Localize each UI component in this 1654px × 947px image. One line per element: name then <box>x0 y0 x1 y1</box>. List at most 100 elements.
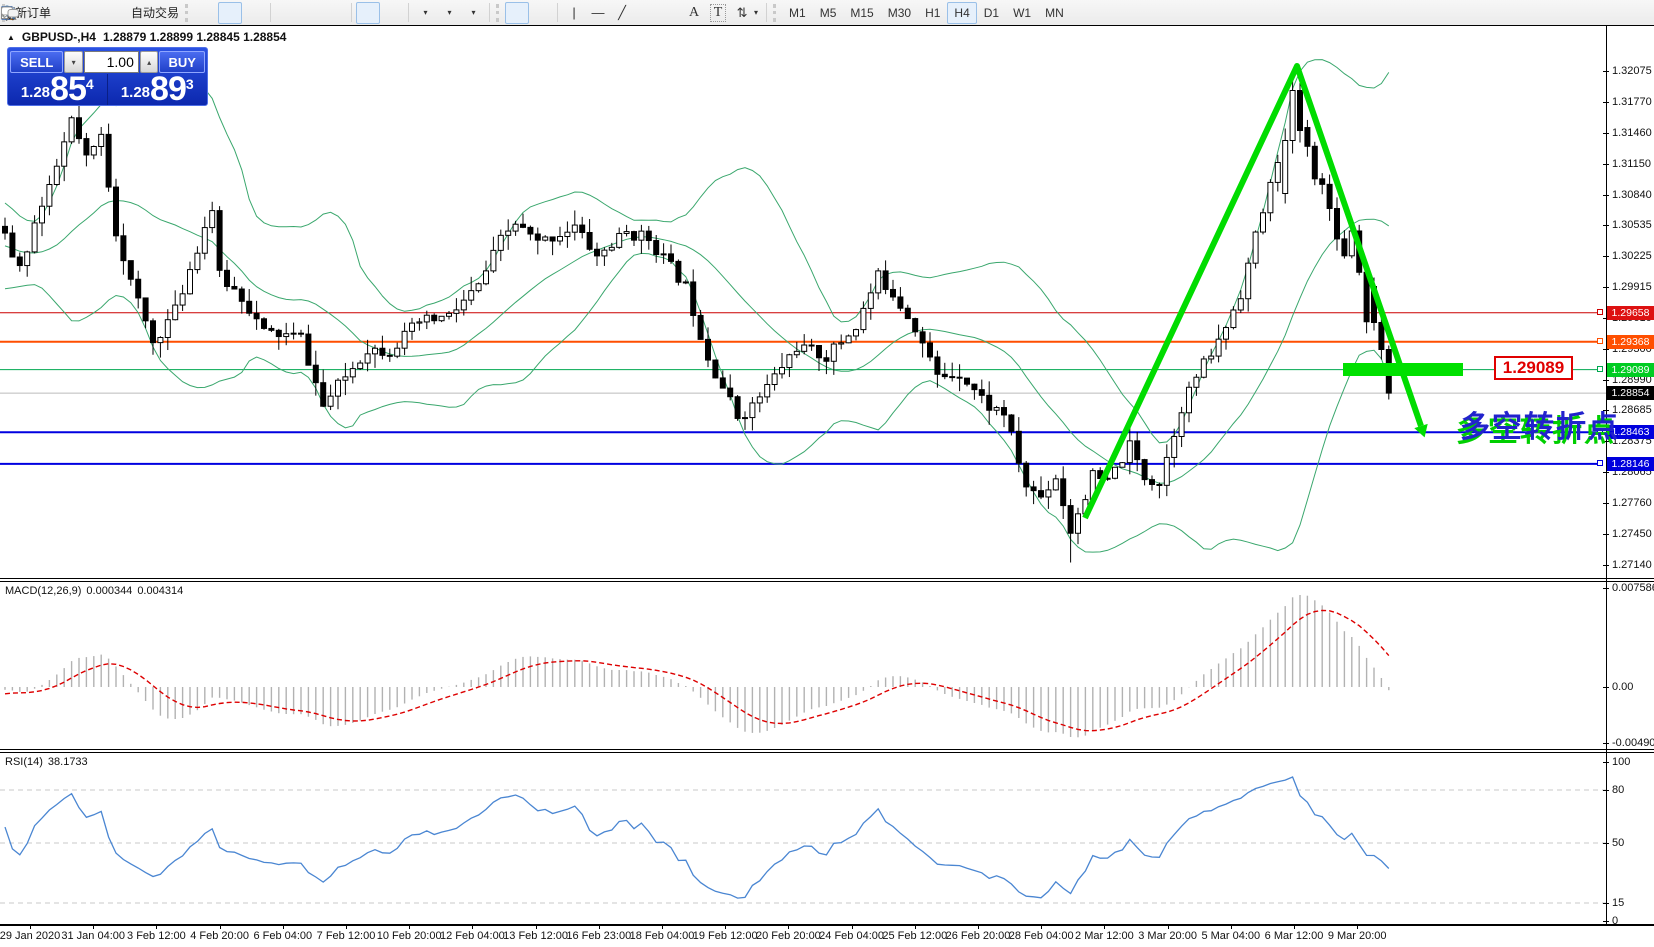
timeframe-D1[interactable]: D1 <box>983 5 1000 20</box>
candle-body <box>1052 478 1059 491</box>
crosshair-button[interactable] <box>1 2 553 24</box>
bollinger-middle-band[interactable] <box>4 199 1390 484</box>
zoom-out-button[interactable] <box>1 2 323 24</box>
price-tick-mark <box>1603 564 1609 566</box>
text-label-button[interactable]: T <box>706 2 730 24</box>
candle-body <box>949 376 956 379</box>
line-chart-button[interactable] <box>1 2 266 24</box>
auto-scroll-button[interactable] <box>2 1 381 24</box>
price-tick-label: 1.31460 <box>1612 126 1652 139</box>
macd-panel[interactable] <box>0 582 1606 748</box>
trend-arrow-head[interactable] <box>1414 423 1428 438</box>
price-tick-mark <box>1603 101 1609 103</box>
price-badge: 1.29089 <box>1607 362 1654 377</box>
zoom-in-button[interactable] <box>1 2 299 24</box>
candlestick-chart-button[interactable] <box>3 1 243 24</box>
timeframe-MN[interactable]: MN <box>1045 5 1064 20</box>
bollinger-upper-band[interactable] <box>4 59 1390 444</box>
macd-separator-bottom[interactable] <box>0 581 1654 582</box>
candle-body <box>416 321 423 324</box>
bar-chart-button[interactable] <box>3 2 218 24</box>
rsi-separator-top[interactable] <box>0 749 1654 750</box>
toolbar-grip[interactable] <box>185 3 190 22</box>
level-end-marker[interactable] <box>1597 337 1603 344</box>
time-axis[interactable]: 29 Jan 2020 31 Jan 04:00 3 Feb 12:00 4 Feb … <box>0 925 1654 947</box>
indicators-button[interactable]: ▾ <box>1 2 437 24</box>
cursor-button[interactable] <box>4 1 530 24</box>
timeframe-H1[interactable]: H1 <box>925 5 941 20</box>
time-axis-label: 3 Feb 12:00 <box>127 930 186 942</box>
chat-icon[interactable] <box>0 5 20 21</box>
main-chart-area[interactable] <box>0 26 1606 578</box>
symbol-period-label: GBPUSD-,H4 <box>21 30 96 44</box>
rsi-separator-bottom[interactable] <box>0 752 1654 753</box>
chart-window-button[interactable] <box>1 2 103 24</box>
candle-body <box>1163 456 1170 486</box>
breakout-level-bar[interactable] <box>1343 363 1463 376</box>
rsi-panel[interactable] <box>0 755 1606 924</box>
periods-button[interactable]: ▾ <box>1 2 461 24</box>
timeframe-H4[interactable]: H4 <box>947 1 977 24</box>
sell-price[interactable]: 1.28 85 4 <box>8 72 108 106</box>
time-tick-mark <box>1041 925 1043 929</box>
volume-increase-button[interactable]: ▴ <box>139 51 159 73</box>
price-tick-label: 1.30535 <box>1612 219 1652 231</box>
timeframe-M30[interactable]: M30 <box>887 5 912 20</box>
level-end-marker[interactable] <box>1597 308 1603 315</box>
price-axis-line[interactable] <box>1606 26 1607 925</box>
trend-arrow-line[interactable] <box>1082 63 1424 520</box>
volume-input[interactable] <box>83 51 139 73</box>
candle-body <box>756 396 763 404</box>
buy-price[interactable]: 1.28 89 3 <box>108 72 208 106</box>
fibonacci-button[interactable]: F <box>2 2 682 24</box>
tile-windows-button[interactable] <box>2 2 347 24</box>
chart-shift-button[interactable] <box>2 2 404 24</box>
breakout-price-label[interactable]: 1.29089 <box>1494 356 1573 380</box>
trend-line-button[interactable]: ╱ <box>610 2 634 24</box>
price-tick-mark <box>1603 194 1609 196</box>
text-button[interactable]: A <box>682 2 706 24</box>
candle-body <box>505 230 512 236</box>
candle-body <box>150 320 156 344</box>
candle-body <box>194 252 201 271</box>
volume-decrease-button[interactable]: ▾ <box>64 51 83 73</box>
candle-body <box>764 384 771 398</box>
macd-separator-top[interactable] <box>0 578 1654 579</box>
candle-body <box>238 288 245 302</box>
time-axis-label: 7 Feb 12:00 <box>316 930 376 942</box>
level-end-marker[interactable] <box>1597 428 1603 435</box>
candle-body <box>1178 412 1185 437</box>
candle-body <box>993 407 1000 411</box>
autotrade-button[interactable]: 自动交易 <box>1 2 183 24</box>
rsi-name: RSI(14) <box>5 756 43 768</box>
template-button[interactable]: ▾ <box>1 2 485 24</box>
sell-button[interactable]: SELL <box>10 51 64 73</box>
level-end-marker[interactable] <box>1597 459 1603 466</box>
collapse-icon[interactable]: ▲ <box>7 32 15 42</box>
level-end-marker[interactable] <box>1597 365 1603 372</box>
candle-body <box>187 269 193 295</box>
turning-point-annotation[interactable]: 多空转折点 <box>1460 410 1620 445</box>
timeframe-M15[interactable]: M15 <box>850 5 874 20</box>
time-axis-label: 24 Feb 04:00 <box>819 930 885 942</box>
equidistant-channel-button[interactable]: E <box>1 2 658 24</box>
macd-tick-mark <box>1603 687 1609 688</box>
quotes-button[interactable] <box>1 2 79 24</box>
timeframe-W1[interactable]: W1 <box>1013 5 1032 20</box>
candle-body <box>897 296 904 309</box>
vertical-line-button[interactable]: | <box>562 2 586 24</box>
buy-price-small: 1.28 <box>120 84 151 101</box>
buy-button[interactable]: BUY <box>159 51 205 73</box>
horizontal-line-button[interactable]: — <box>586 2 610 24</box>
signal-button[interactable] <box>2 2 127 24</box>
toolbar-grip[interactable] <box>773 3 778 22</box>
timeframe-M1[interactable]: M1 <box>789 5 806 20</box>
toolbar-grip[interactable] <box>496 3 501 22</box>
bollinger-lower-band[interactable] <box>4 252 1390 553</box>
price-tick-mark <box>1603 71 1609 72</box>
candle-body <box>379 347 386 356</box>
time-axis-label: 2 Mar 12:00 <box>1075 930 1134 942</box>
arrow-objects-button[interactable]: ⇅ ▾ <box>730 2 762 24</box>
timeframe-M5[interactable]: M5 <box>819 5 837 20</box>
text-label-icon: T <box>710 3 727 22</box>
